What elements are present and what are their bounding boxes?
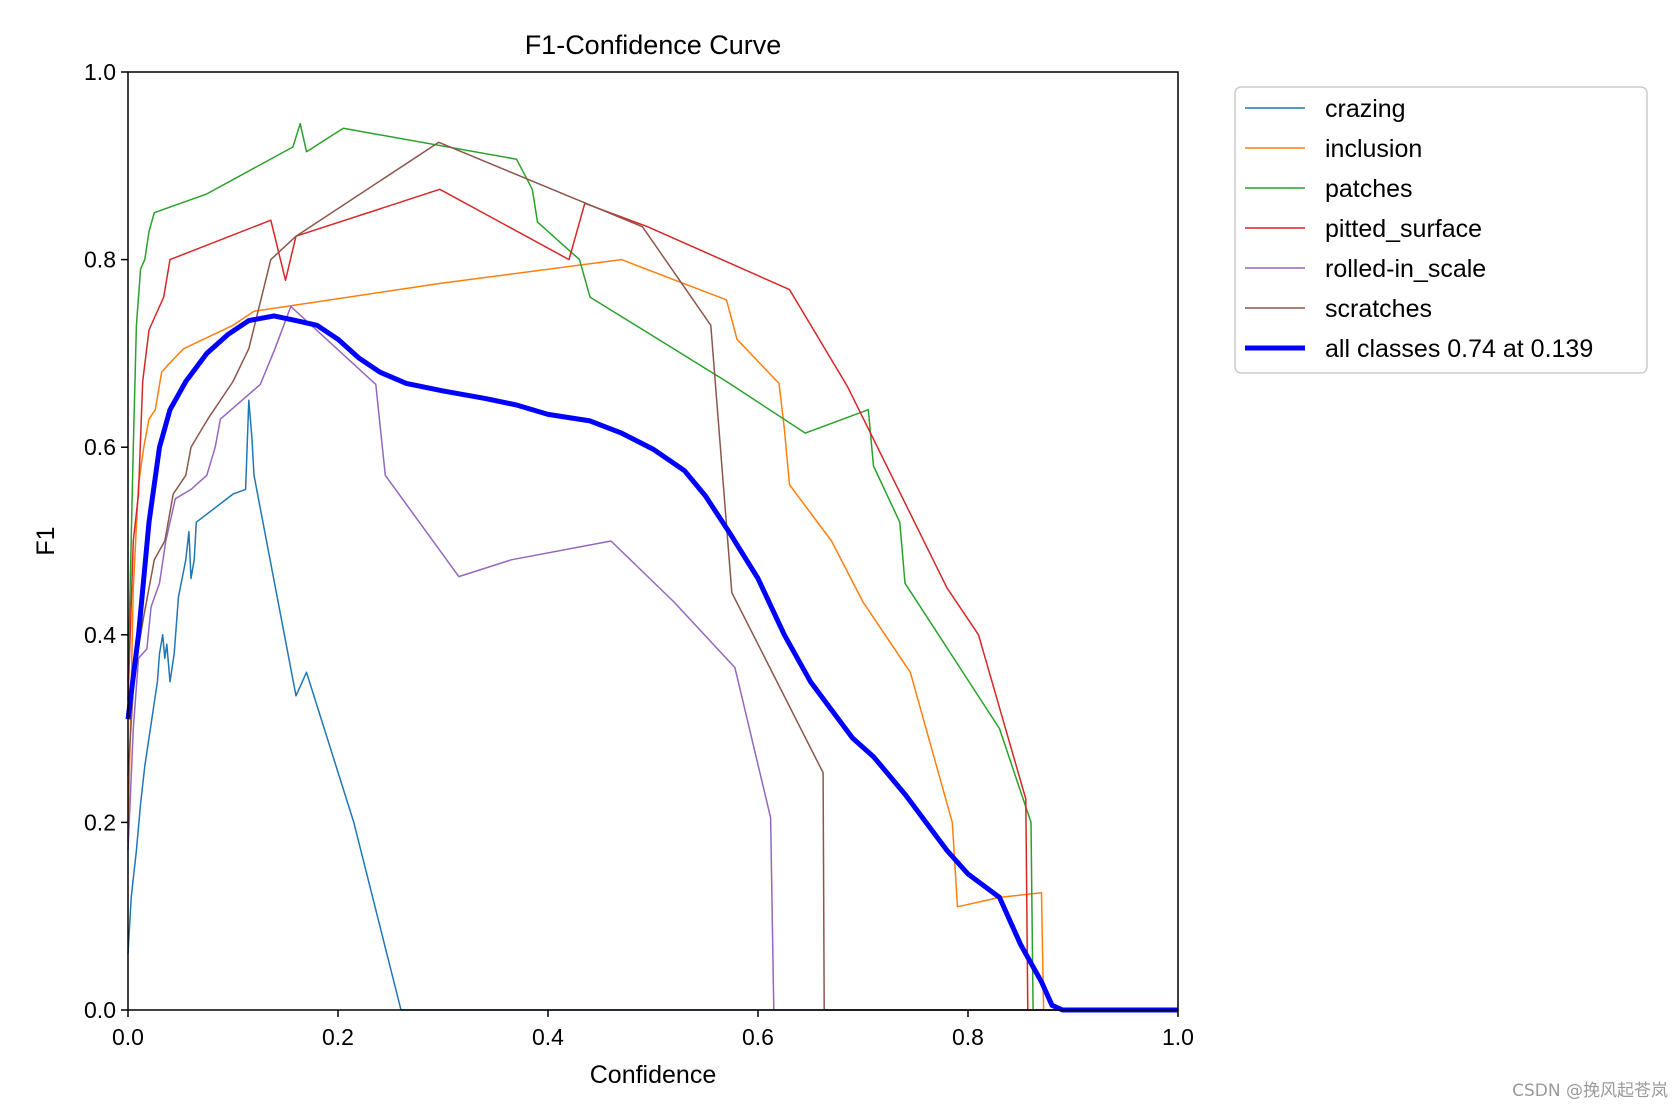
x-axis-title: Confidence (590, 1061, 716, 1089)
series-line-1 (127, 258, 1178, 1011)
series-line-5 (127, 141, 1178, 1011)
x-tick-label: 0.8 (952, 1024, 984, 1050)
x-tick-label: 0.4 (532, 1024, 564, 1050)
legend-label: pitted_surface (1325, 215, 1482, 243)
y-tick-label: 0.4 (84, 622, 116, 648)
legend-label: crazing (1325, 95, 1406, 123)
series-line-6 (125, 313, 1178, 1013)
watermark: CSDN @挽风起苍岚 (1512, 1081, 1668, 1101)
y-tick-label: 0.8 (84, 247, 116, 273)
legend-label: patches (1325, 175, 1413, 203)
ticks-layer: 0.0 0.2 0.4 0.6 0.8 1.0 0.0 0.2 0.4 0.6 0.8 1.0 (84, 59, 1194, 1050)
y-axis-title: F1 (32, 526, 60, 555)
chart-title: F1-Confidence Curve (525, 30, 782, 60)
series-line-3 (127, 188, 1178, 1011)
x-tick-label: 1.0 (1162, 1024, 1194, 1050)
x-tick-label: 0.6 (742, 1024, 774, 1050)
y-tick-label: 1.0 (84, 59, 116, 85)
y-tick-label: 0.0 (84, 997, 116, 1023)
legend-label: inclusion (1325, 135, 1422, 163)
x-tick-label: 0.0 (112, 1024, 144, 1050)
legend-label: all classes 0.74 at 0.139 (1325, 335, 1593, 363)
legend-frame (1234, 86, 1648, 374)
series-line-0 (127, 399, 1178, 1011)
y-tick-label: 0.2 (84, 809, 116, 835)
series-layer (125, 122, 1178, 1013)
legend: crazing inclusion patches pitted_surfacerol… (1234, 86, 1648, 374)
plot-frame (127, 71, 1179, 1011)
series-line-4 (127, 305, 1178, 1011)
legend-label: rolled-in_scale (1325, 255, 1486, 283)
y-tick-label: 0.6 (84, 434, 116, 460)
series-line-2 (127, 122, 1178, 1011)
x-tick-label: 0.2 (322, 1024, 354, 1050)
legend-label: scratches (1325, 295, 1432, 323)
